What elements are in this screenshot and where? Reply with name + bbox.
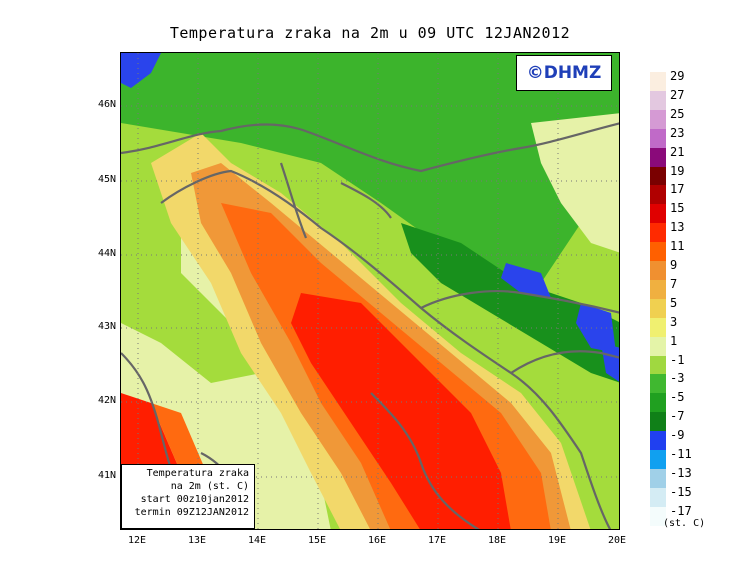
legend-swatch [650,72,666,91]
legend-swatch [650,166,666,186]
legend-swatch [650,317,666,337]
legend-label: 19 [670,163,685,178]
lat-label-42n: 42N [97,395,116,406]
legend-swatch [650,412,666,432]
legend-swatch [650,355,666,375]
info-line-2: na 2m (st. C) [170,481,249,492]
legend-swatch [650,147,666,167]
lon-label-20e: 20E [607,535,627,546]
lat-label-41n: 41N [97,470,116,481]
legend-label: -17 [670,503,692,518]
legend-swatch [650,223,666,243]
map-canvas [121,53,619,529]
info-box: Temperatura zraka na 2m (st. C) start 00… [121,464,255,529]
legend-swatch [650,450,666,469]
legend-swatch [650,487,666,507]
legend-label: 1 [670,333,678,348]
legend-label: 13 [670,220,685,235]
legend-swatch [650,431,666,451]
lon-label-19e: 19E [547,535,567,546]
legend-label: -3 [670,371,685,386]
legend-label: 7 [670,276,678,291]
info-line-4: termin 09Z12JAN2012 [134,507,249,518]
info-line-1: Temperatura zraka [146,468,249,479]
legend-label: 15 [670,201,685,216]
legend-label: -13 [670,465,692,480]
legend-label: 11 [670,239,685,254]
legend-label: 3 [670,314,678,329]
legend-label: 17 [670,182,685,197]
legend-swatch [650,374,666,394]
legend-label: 5 [670,295,678,310]
legend-swatch [650,279,666,299]
legend-label: -1 [670,352,685,367]
lat-label-46n: 46N [97,99,116,110]
lon-label-17e: 17E [427,535,447,546]
legend-swatch [650,261,666,280]
lat-label-45n: 45N [97,174,116,185]
legend-label: -5 [670,390,685,405]
map-title: Temperatura zraka na 2m u 09 UTC 12JAN20… [169,24,571,42]
legend-swatch [650,185,666,205]
legend-swatch [650,109,666,129]
lon-label-18e: 18E [487,535,507,546]
legend-label: -9 [670,428,685,443]
legend-label: 23 [670,125,685,140]
legend-swatch [650,506,666,526]
legend-swatch [650,128,666,148]
info-line-3: start 00z10jan2012 [140,494,249,505]
legend-label: 29 [670,69,685,83]
legend-label: -11 [670,447,692,461]
lat-label-43n: 43N [97,321,116,332]
legend-label: 27 [670,87,685,102]
legend-swatch [650,242,666,262]
legend-swatch [650,468,666,488]
legend-swatch [650,298,666,318]
lon-label-14e: 14E [247,535,267,546]
legend-unit: (st. C) [663,518,706,529]
legend-swatch [650,393,666,413]
legend-label: -15 [670,484,692,499]
legend-swatch [650,204,666,224]
legend-swatch [650,90,666,110]
legend-label: 25 [670,106,685,121]
legend-label: 21 [670,144,685,159]
temperature-map [120,52,620,530]
lon-label-12e: 12E [127,535,147,546]
lat-label-44n: 44N [97,248,116,259]
dhmz-logo: ©DHMZ [516,55,612,91]
lon-label-15e: 15E [307,535,327,546]
legend-label: 9 [670,258,678,272]
lon-label-16e: 16E [367,535,387,546]
legend-swatch [650,336,666,356]
lon-label-13e: 13E [187,535,207,546]
legend-label: -7 [670,409,685,424]
